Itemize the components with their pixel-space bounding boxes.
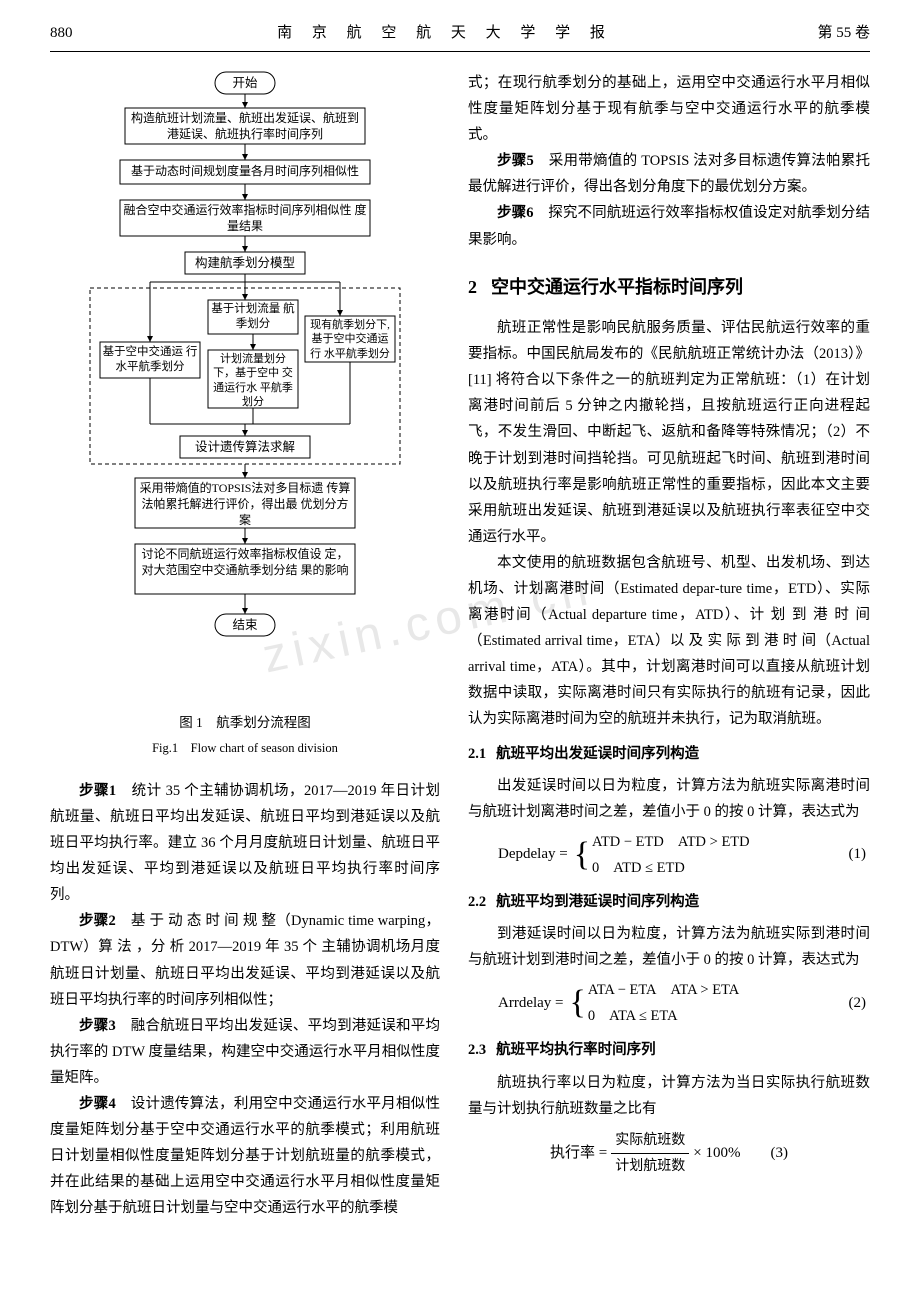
brace-icon: { [572,840,592,871]
journal-title: 南 京 航 空 航 天 大 学 学 报 [277,20,613,47]
flow-dr1: 基于计划流量 航季划分 [210,302,296,332]
eq2-c2b: ATA ≤ ETA [609,1003,677,1029]
eq2-c2a: 0 [588,1003,595,1029]
sub23-num: 2.3 [468,1042,486,1058]
eq3-tail: × 100% [693,1140,740,1167]
figure-caption-cn: 图 1 航季划分流程图 [50,711,440,735]
eq2-num: (2) [849,990,871,1017]
flow-end: 结束 [232,618,258,632]
page-header: 880 南 京 航 空 航 天 大 学 学 报 第 55 卷 [50,20,870,52]
eq2-c1a: ATA − ETA [588,977,657,1003]
sec2-p2: 本文使用的航班数据包含航班号、机型、出发机场、到达机场、计划离港时间（Estim… [468,550,870,733]
step-3: 步骤3 融合航班日平均出发延误、平均到港延误和平均执行率的 DTW 度量结果，构… [50,1013,440,1091]
flow-dr3: 计划流量划分 下，基于空中 交通运行水 平航季划分 [210,352,296,408]
eq1-c1a: ATD − ETD [592,829,664,855]
step-1-text: 统计 35 个主辅协调机场，2017—2019 年日计划航班量、航班日平均出发延… [50,783,440,903]
equation-3: 执行率 = 实际航班数 计划航班数 × 100% (3) [468,1128,870,1179]
flow-b6: 采用带熵值的TOPSIS法对多目标遗 传算法帕累托解进行评价，得出最 优划分方案 [138,480,352,528]
eq3-bot: 计划航班数 [611,1154,689,1179]
eq1-lhs: Depdelay = [468,841,568,868]
equation-2: Arrdelay = { ATA − ETA ATA > ETA 0 ATA ≤ E… [468,977,870,1029]
section-2-title: 空中交通运行水平指标时间序列 [491,277,743,297]
flow-b1: 构造航班计划流量、航班出发延误、航班到 港延误、航班执行率时间序列 [128,110,362,142]
page-number-left: 880 [50,20,73,47]
step-5-label: 步骤5 [497,153,534,169]
flow-b7: 讨论不同航班运行效率指标权值设 定，对大范围空中交通航季划分结 果的影响 [138,546,352,578]
section-2-num: 2 [468,277,477,297]
subsection-2-2: 2.2 航班平均到港延误时间序列构造 [468,889,870,915]
flowchart: 开始 构造航班计划流量、航班出发延误、航班到 港延误、航班执行率时间序列 基于动… [50,70,440,690]
subsection-2-3: 2.3 航班平均执行率时间序列 [468,1037,870,1063]
right-column: 式；在现行航季划分的基础上，运用空中交通运行水平月相似性度量矩阵划分基于现有航季… [468,70,870,1221]
p21: 出发延误时间以日为粒度，计算方法为航班实际离港时间与航班计划离港时间之差，差值小… [468,773,870,825]
step-2-label: 步骤2 [79,913,116,929]
step-3-label: 步骤3 [79,1018,116,1034]
eq1-c1b: ATD > ETD [678,829,750,855]
step-1: 步骤1 统计 35 个主辅协调机场，2017—2019 年日计划航班量、航班日平… [50,778,440,908]
flow-b4: 构建航季划分模型 [195,255,295,270]
subsection-2-1: 2.1 航班平均出发延误时间序列构造 [468,741,870,767]
eq3-top: 实际航班数 [611,1128,689,1154]
step-6: 步骤6 探究不同航班运行效率指标权值设定对航季划分结果影响。 [468,200,870,252]
flow-dr2: 现有航季划分下, 基于空中交通运行 水平航季划分 [307,318,393,361]
eq3-num: (3) [770,1140,788,1167]
sub21-title: 航班平均出发延误时间序列构造 [496,746,699,762]
eq1-num: (1) [849,841,871,868]
step-6-label: 步骤6 [497,205,534,221]
flow-b2: 基于动态时间规划度量各月时间序列相似性 [123,162,367,180]
left-column: 开始 构造航班计划流量、航班出发延误、航班到 港延误、航班执行率时间序列 基于动… [50,70,440,1221]
brace-icon: { [568,988,588,1019]
p23: 航班执行率以日为粒度，计算方法为当日实际执行航班数量与计划执行航班数量之比有 [468,1070,870,1122]
step-5: 步骤5 采用带熵值的 TOPSIS 法对多目标遗传算法帕累托最优解进行评价，得出… [468,148,870,200]
section-2-heading: 2 空中交通运行水平指标时间序列 [468,271,870,303]
eq1-c2a: 0 [592,855,599,881]
step-1-label: 步骤1 [79,783,116,799]
flow-start: 开始 [232,76,258,90]
sub22-num: 2.2 [468,894,486,910]
p22: 到港延误时间以日为粒度，计算方法为航班实际到港时间与航班计划到港时间之差，差值小… [468,921,870,973]
eq2-c1b: ATA > ETA [671,977,740,1003]
step-2: 步骤2 基 于 动 态 时 间 规 整（Dynamic time warping… [50,908,440,1012]
figure-caption-en: Fig.1 Flow chart of season division [50,737,440,760]
step-4-cont: 式；在现行航季划分的基础上，运用空中交通运行水平月相似性度量矩阵划分基于现有航季… [468,70,870,148]
sub21-num: 2.1 [468,746,486,762]
flow-dl: 基于空中交通运 行水平航季划分 [102,345,198,375]
eq2-lhs: Arrdelay = [468,990,564,1017]
eq3-lhs: 执行率 = [550,1140,607,1167]
step-4-text: 设计遗传算法，利用空中交通运行水平月相似性度量矩阵划分基于空中交通运行水平的航季… [50,1096,440,1216]
sec2-p1: 航班正常性是影响民航服务质量、评估民航运行效率的重要指标。中国民航局发布的《民航… [468,315,870,550]
sub23-title: 航班平均执行率时间序列 [496,1042,656,1058]
volume-right: 第 55 卷 [817,20,870,47]
sub22-title: 航班平均到港延误时间序列构造 [496,894,699,910]
step-4-label: 步骤4 [79,1096,116,1112]
equation-1: Depdelay = { ATD − ETD ATD > ETD 0 ATD ≤ E… [468,829,870,881]
flow-b5: 设计遗传算法求解 [195,439,295,454]
step-4: 步骤4 设计遗传算法，利用空中交通运行水平月相似性度量矩阵划分基于空中交通运行水… [50,1091,440,1221]
eq1-c2b: ATD ≤ ETD [613,855,685,881]
flow-b3: 融合空中交通运行效率指标时间序列相似性 度量结果 [123,202,367,234]
